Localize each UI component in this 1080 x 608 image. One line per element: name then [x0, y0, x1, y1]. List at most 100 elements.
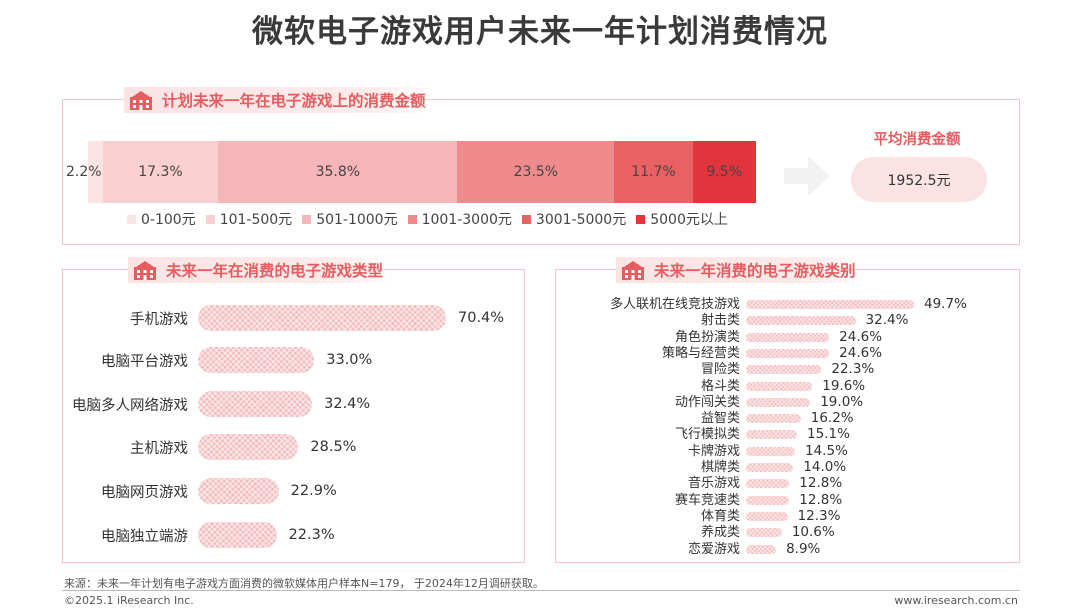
copyright: ©2025.1 iResearch Inc.: [64, 594, 194, 607]
category-label: 飞行模拟类: [674, 427, 740, 443]
bar: [746, 316, 856, 326]
bar-row: 恋爱游戏 8.9%: [560, 540, 821, 557]
bar: [746, 365, 822, 375]
bar: [198, 391, 313, 417]
bar-row: 冒险类 22.3%: [560, 361, 875, 378]
bar-row: 角色扮演类 24.6%: [560, 329, 882, 345]
legend-label: 5000元以上: [650, 212, 728, 228]
legend-item: 5000元以上: [636, 209, 728, 229]
value-label: 16.2%: [810, 410, 854, 427]
category-label: 策略与经营类: [661, 345, 740, 361]
legend-swatch: [407, 214, 417, 224]
category-label: 音乐游戏: [687, 476, 740, 492]
bar-row: 体育类 12.3%: [560, 507, 841, 524]
legend-item: 3001-5000元: [521, 209, 627, 229]
bar: [198, 478, 279, 504]
stack-segment: 11.7%: [614, 141, 693, 203]
legend-swatch: [521, 214, 531, 224]
spending-amount-title: 计划未来一年在电子游戏上的消费金额: [162, 92, 426, 110]
bar-row: 养成类 10.6%: [560, 525, 835, 539]
category-label: 主机游戏: [130, 440, 188, 457]
category-label: 电脑平台游戏: [101, 353, 188, 370]
segment-value-label: 17.3%: [138, 164, 183, 180]
legend-swatch: [205, 214, 215, 224]
category-label: 益智类: [700, 411, 740, 427]
bar-row: 电脑独立端游 22.3%: [64, 522, 335, 548]
bar: [746, 430, 798, 440]
value-label: 14.0%: [803, 459, 847, 475]
category-label: 电脑网页游戏: [101, 484, 188, 501]
bar: [746, 463, 794, 472]
bar: [746, 544, 777, 554]
stack-segment: 35.8%: [218, 141, 458, 203]
value-label: 22.3%: [288, 527, 335, 543]
legend-swatch: [636, 214, 646, 224]
value-label: 19.0%: [820, 393, 864, 410]
value-label: 12.3%: [797, 507, 841, 524]
bar-row: 棋牌类 14.0%: [560, 459, 847, 475]
building-icon: [130, 91, 152, 110]
bar: [198, 347, 315, 373]
value-label: 28.5%: [310, 439, 357, 455]
stack-segment: 23.5%: [457, 141, 615, 203]
page-title: 微软电子游戏用户未来一年计划消费情况: [252, 14, 828, 50]
bar-row: 动作闯关类 19.0%: [560, 393, 864, 410]
bar-row: 电脑多人网络游戏 32.4%: [64, 391, 370, 417]
bar: [198, 305, 446, 331]
bar: [746, 397, 811, 407]
value-label: 70.4%: [458, 310, 505, 326]
website-link[interactable]: www.iresearch.com.cn: [894, 594, 1018, 607]
average-spending-label: 平均消费金额: [873, 132, 961, 148]
game-genre-header: 未来一年消费的电子游戏类别: [616, 257, 864, 283]
game-genre-title: 未来一年消费的电子游戏类别: [654, 262, 856, 280]
bar: [746, 528, 782, 538]
value-label: 32.4%: [865, 312, 909, 329]
stack-segment: 9.5%: [692, 141, 756, 203]
segment-value-label: 11.7%: [631, 164, 676, 180]
bar-row: 策略与经营类 24.6%: [560, 344, 883, 361]
legend-swatch: [302, 214, 312, 224]
bar-row: 主机游戏 28.5%: [64, 434, 356, 460]
bar: [198, 434, 299, 460]
category-label: 格斗类: [700, 378, 740, 394]
bar-row: 电脑平台游戏 33.0%: [64, 347, 372, 373]
bar: [746, 479, 790, 489]
category-label: 冒险类: [700, 362, 740, 378]
legend-item: 0-100元: [127, 209, 196, 229]
bar: [746, 348, 830, 358]
category-label: 赛车竞速类: [674, 492, 740, 508]
bar-row: 多人联机在线竞技游戏 49.7%: [560, 296, 967, 312]
source-note: 来源：未来一年计划有电子游戏方面消费的微软媒体用户样本N=179， 于2024年…: [64, 577, 544, 590]
bar-row: 卡牌游戏 14.5%: [560, 442, 848, 459]
category-label: 恋爱游戏: [687, 541, 740, 557]
value-label: 24.6%: [839, 344, 883, 361]
category-label: 体育类: [700, 508, 740, 524]
value-label: 49.7%: [924, 296, 967, 312]
value-label: 22.9%: [290, 483, 337, 499]
building-icon: [134, 261, 156, 280]
bar: [746, 414, 801, 424]
stack-segment: 2.2%: [66, 141, 103, 203]
legend-item: 501-1000元: [302, 209, 398, 229]
bar: [746, 495, 790, 505]
legend-label: 3001-5000元: [535, 212, 627, 228]
category-label: 角色扮演类: [674, 329, 740, 345]
right-arrow-icon: [784, 156, 830, 196]
category-label: 手机游戏: [130, 311, 188, 328]
category-label: 卡牌游戏: [687, 443, 740, 459]
value-label: 8.9%: [786, 540, 821, 557]
value-label: 22.3%: [831, 361, 875, 378]
bar: [746, 300, 914, 309]
value-label: 15.1%: [807, 426, 850, 443]
category-label: 电脑多人网络游戏: [72, 397, 188, 414]
value-label: 12.8%: [799, 475, 843, 492]
stacked-spending-bar: 2.2% 17.3% 35.8% 23.5% 11.7% 9.5%: [66, 141, 756, 203]
bar-row: 电脑网页游戏 22.9%: [64, 478, 337, 504]
bar-row: 赛车竞速类 12.8%: [560, 492, 842, 508]
spending-legend: 0-100元 101-500元 501-1000元 1001-3000元 3001-50…: [127, 209, 728, 229]
bar-row: 手机游戏 70.4%: [64, 305, 504, 331]
bar: [746, 381, 813, 391]
value-label: 14.5%: [805, 442, 848, 459]
bar: [198, 522, 277, 548]
category-label: 棋牌类: [700, 460, 740, 475]
